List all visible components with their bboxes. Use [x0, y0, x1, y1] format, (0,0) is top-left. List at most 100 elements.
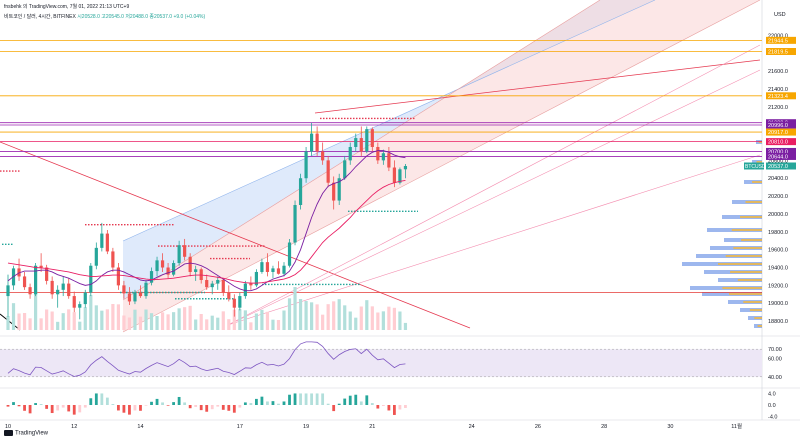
- volume-bar: [321, 314, 325, 330]
- volume-bar: [232, 309, 236, 330]
- oscillator-bar: [249, 403, 253, 405]
- time-tick-label: 10: [5, 424, 11, 430]
- candle-body: [83, 292, 87, 305]
- oscillator-bar: [271, 401, 275, 405]
- candle-body: [111, 251, 115, 268]
- candle-body: [359, 138, 363, 152]
- candle-body: [304, 151, 308, 179]
- candle-body: [271, 268, 275, 272]
- volume-bar: [34, 291, 38, 330]
- candle-body: [45, 267, 49, 281]
- price-tag-bg: [766, 138, 796, 146]
- oscillator-bar: [155, 398, 159, 405]
- price-tag-bg: [766, 36, 796, 44]
- candle-body: [282, 265, 286, 274]
- volume-bar: [138, 316, 143, 330]
- volume-bar: [56, 321, 60, 330]
- oscillator-bar: [12, 402, 15, 405]
- oscillator-bar: [28, 405, 32, 414]
- symbol-name[interactable]: 비트코인 / 달러, 4시간, BITFINEX: [4, 14, 76, 20]
- volume-bar: [72, 312, 76, 330]
- candle-body: [177, 245, 181, 264]
- oscillator-bar: [144, 405, 148, 406]
- volume-bar: [265, 311, 270, 330]
- price-tick-label: 20600.0: [768, 158, 788, 164]
- time-tick-label: 19: [303, 424, 309, 430]
- candle-body: [354, 138, 358, 147]
- symbol-tag-label: BTCUSD: [745, 164, 766, 170]
- oscillator-bar: [72, 405, 76, 415]
- oscillator-tick-label: 4.0: [768, 391, 776, 397]
- candle-body: [22, 276, 27, 288]
- time-axis[interactable]: 1012141719212426283011월357911141618: [5, 422, 800, 430]
- profile-bar-sell: [729, 293, 762, 295]
- oscillator-bar: [376, 405, 380, 409]
- candle-body: [287, 242, 292, 266]
- oscillator-bar: [6, 405, 10, 407]
- profile-bar-sell: [733, 247, 762, 249]
- volume-bar: [11, 303, 16, 330]
- volume-bar: [315, 304, 319, 330]
- candle-body: [403, 166, 408, 170]
- price-axis[interactable]: USD22000.021800.021600.021400.021200.021…: [744, 12, 796, 325]
- candle-body: [249, 283, 253, 286]
- dashed-levels: [0, 117, 418, 300]
- candle-body: [166, 267, 170, 275]
- candle-body: [127, 293, 132, 302]
- price-tick-label: 21400.0: [768, 87, 788, 93]
- oscillator-bar: [326, 403, 330, 405]
- volume-bar: [155, 316, 159, 330]
- candle-body: [210, 283, 214, 288]
- oscillator-bar: [337, 403, 341, 405]
- profile-bar-sell: [745, 201, 762, 203]
- volume-bar: [392, 307, 396, 330]
- oscillator-bar: [23, 405, 26, 411]
- price-tag-label: 20700.0: [768, 149, 788, 155]
- time-tick-label: 21: [369, 424, 375, 430]
- rsi-tick-label: 40.00: [768, 375, 782, 381]
- volume-bar: [365, 300, 369, 330]
- price-tag-bg: [766, 121, 796, 129]
- price-tag-label: 20810.0: [768, 140, 788, 146]
- grid-lines: [0, 0, 800, 421]
- candle-body: [34, 265, 38, 295]
- symbol-line: 비트코인 / 달러, 4시간, BITFINEX 시20528.0 고20545…: [4, 13, 205, 20]
- oscillator-bar: [216, 405, 220, 407]
- symbol-tag-bg: [744, 162, 764, 170]
- profile-bar-sell: [718, 263, 762, 265]
- tradingview-logo[interactable]: TradingView: [4, 430, 48, 437]
- volume-bar: [249, 322, 253, 330]
- time-tick-label: 14: [137, 424, 143, 430]
- fan-line: [227, 44, 761, 326]
- tradingview-icon: [4, 430, 13, 436]
- price-tag-label: 21323.4: [768, 94, 788, 100]
- oscillator-bar: [89, 398, 93, 405]
- volume-bar: [260, 309, 264, 330]
- volume-bar: [359, 306, 363, 330]
- price-tick-label: 19800.0: [768, 230, 788, 236]
- oscillator-bar: [232, 405, 236, 413]
- oscillator-bar: [398, 405, 402, 410]
- volume-bar: [254, 313, 258, 330]
- candle-body: [343, 160, 347, 179]
- candle-body: [100, 233, 104, 248]
- candle-body: [238, 296, 242, 308]
- volume-bar: [83, 307, 87, 330]
- oscillator-bar: [139, 405, 142, 411]
- candle-body: [326, 160, 330, 183]
- horizontal-levels: [0, 39, 762, 293]
- oscillator-bar: [56, 405, 60, 411]
- volume-bar: [287, 298, 292, 330]
- price-tag-bg: [766, 128, 796, 136]
- candle-body: [144, 282, 148, 297]
- candle-body: [381, 153, 385, 161]
- candle-body: [56, 289, 60, 295]
- candle-body: [365, 129, 369, 152]
- oscillator-bar: [83, 405, 87, 408]
- oscillator-bar: [183, 402, 187, 405]
- oscillator-bar: [343, 398, 347, 405]
- oscillator-bar: [321, 393, 325, 405]
- oscillator-bar: [404, 405, 407, 408]
- profile-bar-sell: [722, 287, 762, 289]
